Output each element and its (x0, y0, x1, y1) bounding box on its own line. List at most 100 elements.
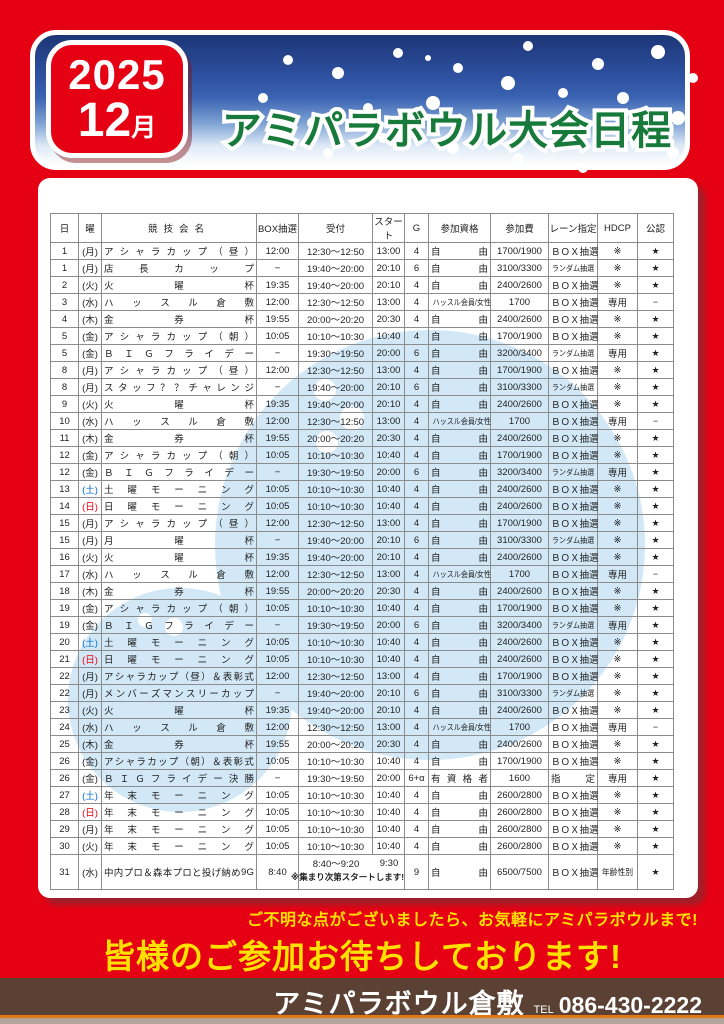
table-cell: (土) (78, 480, 102, 498)
table-cell: ★ (637, 446, 674, 464)
table-cell: 10:40 (372, 633, 405, 651)
table-cell: 21 (50, 650, 79, 668)
table-cell: ※ (597, 650, 638, 668)
table-cell: メンバーズマンスリーカップ (101, 684, 257, 702)
table-row: 1 (月) 店長カップ −19:40～20:00 20:10 6 自由 3100/3300 ラン… (50, 259, 674, 277)
table-row: 3 (水) ハッスル倉敷 12:00 12:30～12:50 13:00 4 ハッスル会員/女… (50, 293, 674, 311)
table-cell: ハッスル会員/女性 (428, 718, 491, 736)
table-cell: ★ (637, 378, 674, 396)
table-cell: ※ (597, 276, 638, 294)
table-cell: ※ (597, 429, 638, 447)
table-cell: 金券杯 (101, 735, 257, 753)
table-cell: 店長カップ (101, 259, 257, 277)
table-cell: 6 (404, 378, 429, 396)
table-cell: − (256, 463, 299, 481)
table-cell: (月) (78, 361, 102, 379)
schedule-panel: 日曜競技会名 BOX抽選 受付 スタート G 参加資格 参加費 レーン指定 HDCP 公認 1 (月… (38, 178, 698, 898)
table-cell: 3100/3300 (490, 378, 549, 396)
table-cell: 19:40～20:00 (298, 276, 373, 294)
table-cell: ※ (597, 395, 638, 413)
table-cell: 4 (404, 242, 429, 260)
table-cell: 26 (50, 769, 79, 787)
table-cell: 自由 (428, 497, 491, 515)
table-cell: ※ (597, 667, 638, 685)
table-cell: 19:30～19:50 (298, 616, 373, 634)
table-cell: 自由 (428, 344, 491, 362)
table-cell: ★ (637, 837, 674, 855)
table-cell: 専用 (597, 463, 638, 481)
table-cell: 10:40 (372, 803, 405, 821)
table-row: 10 (水) ハッスル倉敷 12:00 12:30～12:50 13:00 4 ハッスル会員/… (50, 412, 674, 430)
table-cell: 10:40 (372, 497, 405, 515)
table-cell: 1700/1900 (490, 752, 549, 770)
table-row: 29 (月) 年末モーニング 10:05 10:10～10:30 10:40 4 自由 2600… (50, 820, 674, 838)
table-cell: 金券杯 (101, 310, 257, 328)
table-cell: 20:10 (372, 276, 405, 294)
table-cell: 10:10～10:30 (298, 786, 373, 804)
table-cell: 4 (404, 701, 429, 719)
table-cell: (水) (78, 854, 102, 890)
table-cell: ★ (637, 854, 674, 890)
table-cell: ※ (597, 514, 638, 532)
table-cell: 10:05 (256, 327, 299, 345)
table-cell: (土) (78, 633, 102, 651)
table-cell: ※ (597, 735, 638, 753)
page-title-text: アミパラボウル大会日程 (221, 109, 673, 153)
table-cell: 自由 (428, 854, 491, 890)
table-cell: 2400/2600 (490, 735, 549, 753)
table-cell: 12 (50, 446, 79, 464)
table-cell: (金) (78, 344, 102, 362)
table-cell: 9 (50, 395, 79, 413)
badge-month-suffix: 月 (131, 114, 157, 143)
table-row: 27 (土) 年末モーニング 10:05 10:10～10:30 10:40 4 自由 2600… (50, 786, 674, 804)
table-cell: 自由 (428, 514, 491, 532)
table-cell: 3 (50, 293, 79, 311)
badge-month: 12月 (77, 94, 157, 148)
table-cell: 12:00 (256, 667, 299, 685)
table-cell: 10:40 (372, 446, 405, 464)
table-cell: 19:30～19:50 (298, 769, 373, 787)
table-row: 30 (火) 年末モーニング 10:05 10:10～10:30 10:40 4 自由 2600… (50, 837, 674, 855)
tel-label: TEL (533, 1004, 554, 1016)
table-cell: ※ (597, 752, 638, 770)
table-cell: 20:10 (372, 378, 405, 396)
table-cell: 25 (50, 735, 79, 753)
table-row: 12 (金) Ｂ Ｉ Ｇ フライデー −19:30～19:50 20:00 6 自由 3200/34… (50, 463, 674, 481)
table-cell: ★ (637, 429, 674, 447)
table-cell: 自由 (428, 327, 491, 345)
table-cell: 4 (404, 412, 429, 430)
table-cell: 6500/7500 (490, 854, 549, 890)
table-cell: 自由 (428, 752, 491, 770)
table-cell: ハッスル会員/女性 (428, 565, 491, 583)
table-cell: 6 (404, 259, 429, 277)
table-cell: 火曜杯 (101, 701, 257, 719)
table-cell: (月) (78, 259, 102, 277)
table-row: 8 (月) アシャラカップ（昼） 12:00 12:30～12:50 13:00 4 自由 17… (50, 361, 674, 379)
table-cell: 10:05 (256, 820, 299, 838)
table-cell: ハッスル倉敷 (101, 412, 257, 430)
table-cell: 10:40 (372, 786, 405, 804)
table-cell: 12:30～12:50 (298, 565, 373, 583)
table-cell: アシャラカップ（朝） (101, 599, 257, 617)
table-cell: 12 (50, 463, 79, 481)
table-cell: 金券杯 (101, 429, 257, 447)
table-cell: 土曜モーニング (101, 480, 257, 498)
table-cell: ★ (637, 633, 674, 651)
table-cell: (木) (78, 429, 102, 447)
table-row: 19 (金) アシャラカップ（朝） 10:05 10:10～10:30 10:40 4 自由 1… (50, 599, 674, 617)
table-cell: アシャラカップ（昼） (101, 242, 257, 260)
table-cell: (火) (78, 395, 102, 413)
table-cell: (木) (78, 582, 102, 600)
table-cell: 10:10～10:30 (298, 480, 373, 498)
table-cell: 10:40 (372, 327, 405, 345)
table-cell: ★ (637, 259, 674, 277)
table-cell: 22 (50, 684, 79, 702)
table-cell: (火) (78, 276, 102, 294)
table-cell: 1 (50, 259, 79, 277)
